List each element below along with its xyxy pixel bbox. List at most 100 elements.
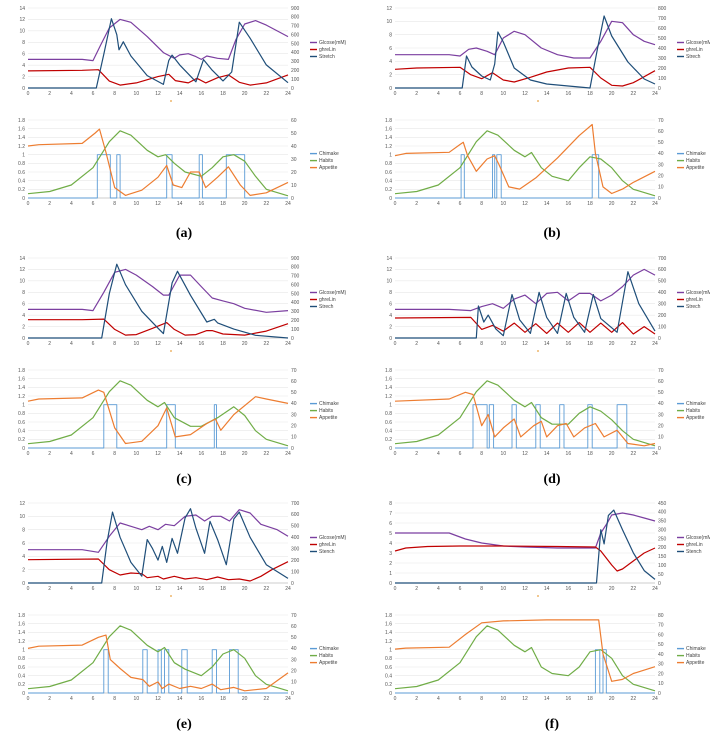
x-tick-label: 12 bbox=[155, 586, 161, 592]
x-tick-label: 6 bbox=[92, 341, 95, 347]
y-left-tick-label: 6 bbox=[389, 46, 392, 52]
y-right-tick-label: 60 bbox=[658, 129, 664, 135]
legend-label: Appetite bbox=[319, 660, 338, 666]
y-left-tick-label: 12 bbox=[386, 267, 392, 273]
x-tick-label: 24 bbox=[285, 451, 291, 457]
y-left-tick-label: 1.2 bbox=[18, 394, 25, 400]
x-tick-label: 14 bbox=[177, 696, 183, 702]
x-tick-label: 20 bbox=[242, 91, 248, 97]
x-tick-label: 20 bbox=[242, 451, 248, 457]
x-tick-label: 6 bbox=[459, 451, 462, 457]
y-left-tick-label: 5 bbox=[389, 531, 392, 537]
x-tick-label: 14 bbox=[544, 696, 550, 702]
y-right-tick-label: 400 bbox=[291, 50, 300, 56]
panel-a-top-plot: 0246810121401002003004005006007008009000… bbox=[19, 6, 346, 97]
y-right-tick-label: 0 bbox=[658, 196, 661, 202]
x-tick-label: 6 bbox=[459, 201, 462, 207]
x-tick-label: 10 bbox=[134, 586, 140, 592]
x-tick-label: 4 bbox=[70, 696, 73, 702]
panel-d-top-ghrelin-line bbox=[394, 316, 656, 335]
x-tick-label: 2 bbox=[415, 586, 418, 592]
x-tick-label: 16 bbox=[199, 201, 205, 207]
legend-label: Appetite bbox=[686, 415, 705, 421]
x-tick-label: 12 bbox=[155, 696, 161, 702]
x-tick-label: 18 bbox=[220, 91, 226, 97]
y-left-tick-label: 0.8 bbox=[18, 411, 25, 417]
x-tick-label: 2 bbox=[415, 341, 418, 347]
y-right-tick-label: 600 bbox=[658, 26, 667, 32]
y-right-tick-label: 100 bbox=[658, 76, 667, 82]
x-tick-label: 14 bbox=[544, 586, 550, 592]
marker-dot bbox=[170, 350, 172, 352]
panel-d-top-glcosemm-line bbox=[395, 268, 656, 312]
panel-b-bottom-plot: 00.20.40.60.811.21.41.61.801020304050607… bbox=[385, 118, 706, 207]
x-tick-label: 18 bbox=[220, 341, 226, 347]
x-tick-label: 12 bbox=[155, 201, 161, 207]
y-left-tick-label: 10 bbox=[386, 279, 392, 285]
y-right-tick-label: 150 bbox=[658, 554, 667, 560]
x-tick-label: 18 bbox=[587, 586, 593, 592]
y-left-tick-label: 1.6 bbox=[385, 376, 392, 382]
x-tick-label: 10 bbox=[134, 91, 140, 97]
panel-c-top-plot: 0246810121401002003004005006007008009000… bbox=[19, 256, 346, 347]
x-tick-label: 0 bbox=[394, 586, 397, 592]
y-right-tick-label: 40 bbox=[658, 151, 664, 157]
y-left-tick-label: 1.4 bbox=[385, 385, 392, 391]
y-left-tick-label: 0 bbox=[389, 581, 392, 587]
x-tick-label: 12 bbox=[522, 201, 528, 207]
panel-b-bottom-chimake-line bbox=[395, 154, 655, 199]
x-tick-label: 18 bbox=[220, 201, 226, 207]
x-tick-label: 6 bbox=[92, 696, 95, 702]
x-tick-label: 24 bbox=[652, 586, 658, 592]
legend-label: ghreLin bbox=[319, 297, 336, 303]
panel-d-bottom-appetite-line bbox=[394, 391, 656, 447]
panel-c-top-stretch-line bbox=[28, 263, 289, 339]
y-left-tick-label: 1.2 bbox=[385, 394, 392, 400]
x-tick-label: 24 bbox=[285, 696, 291, 702]
y-right-tick-label: 40 bbox=[291, 401, 297, 407]
y-right-tick-label: 100 bbox=[291, 569, 300, 575]
y-left-tick-label: 0.4 bbox=[18, 673, 25, 679]
x-tick-label: 0 bbox=[27, 586, 30, 592]
y-right-tick-label: 600 bbox=[658, 267, 667, 273]
x-tick-label: 12 bbox=[155, 341, 161, 347]
y-right-tick-label: 20 bbox=[658, 424, 664, 430]
x-tick-label: 8 bbox=[113, 696, 116, 702]
panel-d-top-stretch-line bbox=[395, 271, 656, 339]
y-right-tick-label: 20 bbox=[291, 669, 297, 675]
x-tick-label: 4 bbox=[70, 341, 73, 347]
x-tick-label: 12 bbox=[155, 91, 161, 97]
y-right-tick-label: 400 bbox=[658, 46, 667, 52]
x-tick-label: 10 bbox=[501, 341, 507, 347]
x-tick-label: 12 bbox=[522, 586, 528, 592]
y-right-tick-label: 50 bbox=[658, 390, 664, 396]
x-tick-label: 4 bbox=[70, 451, 73, 457]
x-tick-label: 8 bbox=[113, 341, 116, 347]
x-tick-label: 16 bbox=[199, 696, 205, 702]
x-tick-label: 16 bbox=[566, 451, 572, 457]
x-tick-label: 2 bbox=[415, 696, 418, 702]
panel-e-bottom-plot: 00.20.40.60.811.21.41.61.801020304050607… bbox=[18, 613, 339, 702]
x-tick-label: 2 bbox=[48, 341, 51, 347]
x-tick-label: 22 bbox=[264, 451, 270, 457]
legend-label: Habits bbox=[319, 408, 334, 414]
panel-e-bottom-chimake-line bbox=[28, 649, 288, 694]
x-tick-label: 12 bbox=[155, 451, 161, 457]
panel-b-top-glcosemm-line bbox=[395, 20, 656, 59]
y-left-tick-label: 0 bbox=[22, 86, 25, 92]
y-left-tick-label: 0.2 bbox=[18, 187, 25, 193]
legend-label: Chimake bbox=[319, 646, 339, 652]
x-tick-label: 16 bbox=[199, 91, 205, 97]
y-right-tick-label: 30 bbox=[291, 157, 297, 163]
panel-c-bottom-appetite-line bbox=[27, 389, 289, 445]
y-left-tick-label: 1.2 bbox=[385, 639, 392, 645]
y-right-tick-label: 300 bbox=[291, 547, 300, 553]
x-tick-label: 2 bbox=[48, 201, 51, 207]
y-left-tick-label: 0 bbox=[22, 196, 25, 202]
y-right-tick-label: 20 bbox=[658, 671, 664, 677]
x-tick-label: 24 bbox=[285, 91, 291, 97]
y-right-tick-label: 500 bbox=[291, 524, 300, 530]
panel-e-top-ghrelin-line bbox=[27, 558, 289, 582]
